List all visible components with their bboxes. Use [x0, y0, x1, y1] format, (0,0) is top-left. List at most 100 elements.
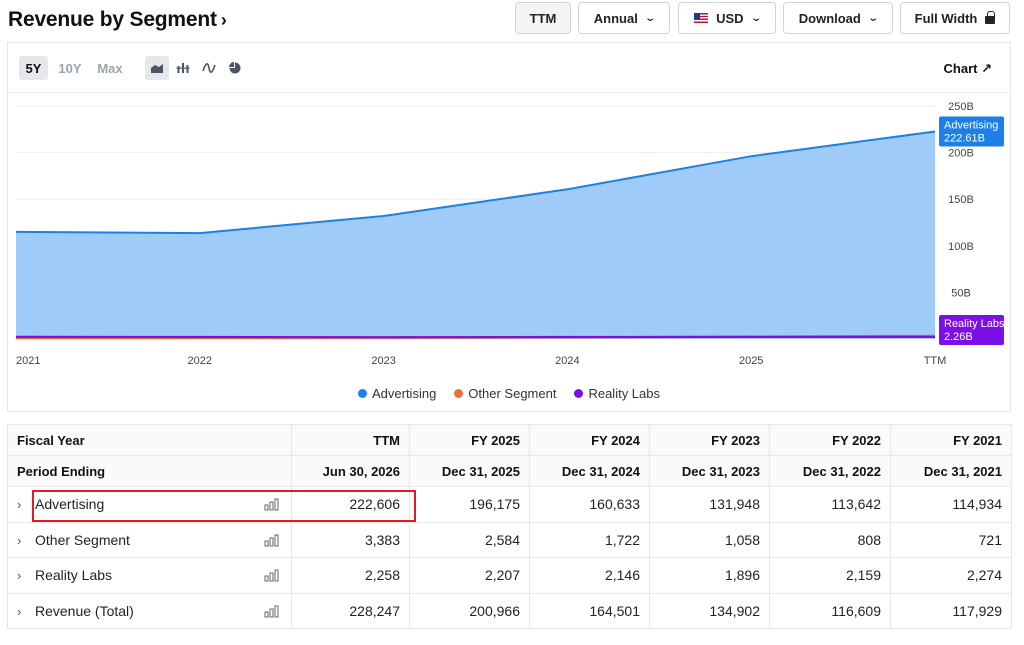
- table-cell: 2,258: [291, 557, 410, 594]
- row-label-cell: › Other Segment: [7, 521, 292, 558]
- x-tick-label: TTM: [924, 355, 947, 367]
- row-label-cell: › Reality Labs: [7, 557, 292, 594]
- table-cell: 1,722: [529, 521, 650, 558]
- header-cell: Jun 30, 2026: [291, 455, 410, 487]
- header-cell: Dec 31, 2023: [649, 455, 770, 487]
- us-flag-icon: [694, 13, 709, 23]
- chart-legend: Advertising Other Segment Reality Labs: [8, 386, 1010, 401]
- row-label: Revenue (Total): [35, 602, 134, 619]
- chevron-right-icon[interactable]: ›: [17, 497, 22, 513]
- table-cell: 134,902: [649, 592, 770, 629]
- legend-advertising[interactable]: Advertising: [357, 386, 437, 401]
- table-row-other-segment[interactable]: › Other Segment 3,383 2,584 1,722 1,058 8…: [7, 521, 1012, 558]
- chevron-right-icon[interactable]: ›: [17, 532, 22, 548]
- table-row-revenue-total[interactable]: › Revenue (Total) 228,247 200,966 164,501…: [7, 592, 1012, 629]
- legend-dot: [574, 389, 584, 398]
- table-cell: 164,501: [529, 592, 650, 629]
- annual-dropdown[interactable]: Annual ⌄: [578, 2, 670, 34]
- revenue-area-chart[interactable]: 250B 200B 150B 100B 50B 2021 2022 2023 2024 2025 T…: [8, 94, 1010, 412]
- download-dropdown[interactable]: Download ⌄: [783, 2, 893, 34]
- table-cell: 2,207: [409, 557, 530, 594]
- fiscal-year-row: Fiscal Year TTM FY 2025 FY 2024 FY 2023 …: [7, 424, 1012, 456]
- area-chart-icon[interactable]: [145, 56, 169, 80]
- end-label-box: [939, 315, 1004, 345]
- header-cell: Dec 31, 2024: [529, 455, 650, 487]
- header-cell: FY 2025: [409, 424, 530, 456]
- ttm-button[interactable]: TTM: [515, 2, 571, 34]
- bar-chart-icon[interactable]: [264, 605, 279, 621]
- legend-label: Advertising: [371, 386, 437, 401]
- table-cell: 160,633: [529, 486, 650, 523]
- period-ending-row: Period Ending Jun 30, 2026 Dec 31, 2025 …: [7, 455, 1012, 487]
- table-cell: 2,274: [890, 557, 1012, 594]
- range-10y-button[interactable]: 10Y: [58, 60, 82, 76]
- y-tick-label: 150B: [948, 194, 974, 206]
- end-label-name: Reality Labs: [944, 318, 1005, 330]
- header-cell: Fiscal Year: [7, 424, 292, 456]
- end-label-value: 222.61B: [944, 133, 985, 145]
- chevron-down-icon: ⌄: [644, 12, 656, 24]
- table-cell: 721: [890, 521, 1012, 558]
- row-label: Other Segment: [35, 531, 130, 548]
- chevron-right-icon[interactable]: ›: [17, 603, 22, 619]
- legend-dot: [357, 389, 367, 398]
- header-cell: FY 2023: [649, 424, 770, 456]
- pie-chart-icon[interactable]: [223, 56, 247, 80]
- series-area-advertising: [16, 131, 935, 339]
- full-width-button[interactable]: Full Width: [900, 2, 1010, 34]
- header-cell: Dec 31, 2021: [890, 455, 1012, 487]
- legend-label: Other Segment: [468, 386, 557, 401]
- chevron-right-icon: ›: [220, 10, 227, 30]
- legend-dot: [454, 389, 464, 398]
- header-cell: TTM: [291, 424, 410, 456]
- chevron-right-icon[interactable]: ›: [17, 568, 22, 584]
- header-cell: FY 2021: [890, 424, 1012, 456]
- x-tick-label: 2021: [16, 355, 40, 367]
- ttm-label: TTM: [529, 10, 557, 26]
- legend-other-segment[interactable]: Other Segment: [454, 386, 556, 401]
- x-tick-label: 2025: [739, 355, 763, 367]
- end-label-name: Advertising: [944, 120, 998, 132]
- annual-label: Annual: [593, 10, 638, 26]
- header-cell: FY 2022: [769, 424, 891, 456]
- range-5y-button[interactable]: 5Y: [19, 56, 48, 80]
- download-label: Download: [798, 10, 861, 26]
- header-cell: Dec 31, 2025: [409, 455, 530, 487]
- series-line-advertising: [15, 130, 936, 235]
- bar-chart-icon[interactable]: [171, 56, 195, 80]
- table-cell: 114,934: [890, 486, 1012, 523]
- end-label-value: 2.26B: [944, 331, 973, 343]
- table-cell: 117,929: [890, 592, 1012, 629]
- table-cell: 196,175: [409, 486, 530, 523]
- table-cell: 200,966: [409, 592, 530, 629]
- table-cell: 1,058: [649, 521, 770, 558]
- line-chart-icon[interactable]: [197, 56, 221, 80]
- x-tick-label: 2024: [555, 355, 579, 367]
- x-tick-label: 2022: [188, 355, 212, 367]
- legend-label: Reality Labs: [588, 386, 660, 401]
- end-label-box: [939, 116, 1004, 147]
- range-max-button[interactable]: Max: [97, 60, 123, 76]
- lock-icon: [985, 11, 996, 24]
- header-cell: Dec 31, 2022: [769, 455, 891, 487]
- page-title[interactable]: Revenue by Segment ›: [8, 8, 227, 32]
- bar-chart-icon[interactable]: [264, 569, 279, 585]
- chart-toolbar: 5Y 10Y Max Chart ↗: [8, 43, 1010, 93]
- table-row-reality-labs[interactable]: › Reality Labs 2,258 2,207 2,146 1,896 2,…: [7, 557, 1012, 594]
- bar-chart-icon[interactable]: [264, 534, 279, 550]
- page-title-text: Revenue by Segment: [8, 8, 217, 31]
- table-cell: 222,606: [291, 486, 410, 523]
- bar-chart-icon[interactable]: [264, 498, 279, 514]
- currency-dropdown[interactable]: USD ⌄: [678, 2, 776, 34]
- table-cell: 3,383: [291, 521, 410, 558]
- segment-table: Fiscal Year TTM FY 2025 FY 2024 FY 2023 …: [7, 424, 1012, 629]
- chart-panel: 5Y 10Y Max Chart ↗ 250B 200B 150B 100B 50B 20…: [7, 42, 1011, 412]
- row-label: Advertising: [35, 496, 105, 513]
- header-cell: Period Ending: [7, 455, 292, 487]
- table-cell: 1,896: [649, 557, 770, 594]
- open-chart-link[interactable]: Chart ↗: [943, 61, 992, 76]
- table-cell: 2,146: [529, 557, 650, 594]
- table-row-advertising[interactable]: › Advertising 222,606 196,175 160,633 131…: [7, 486, 1012, 523]
- row-label: Reality Labs: [35, 567, 113, 584]
- legend-reality-labs[interactable]: Reality Labs: [574, 386, 660, 401]
